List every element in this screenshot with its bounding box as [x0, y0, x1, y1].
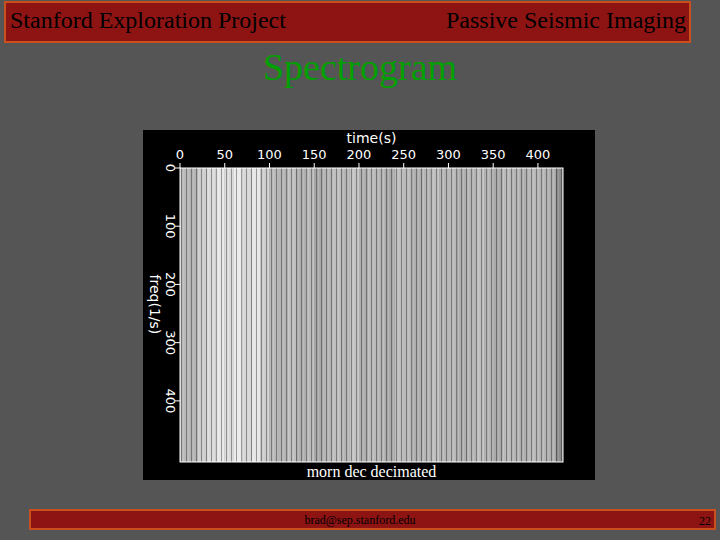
x-tick-label: 0 — [176, 147, 184, 162]
y-tick-label: 200 — [163, 272, 178, 297]
x-tick-label: 350 — [481, 147, 506, 162]
header-right: Passive Seismic Imaging — [446, 7, 686, 33]
y-tick-label: 100 — [163, 214, 178, 239]
x-tick — [314, 163, 315, 168]
header-left: Stanford Exploration Project — [10, 7, 286, 33]
x-tick-label: 100 — [257, 147, 282, 162]
x-tick-label: 400 — [526, 147, 551, 162]
x-tick — [493, 163, 494, 168]
footer-bar — [30, 510, 715, 529]
y-axis-label: freq(1/s) — [147, 275, 163, 335]
x-axis-label: time(s) — [347, 130, 397, 146]
footer-email: brad@sep.stanford.edu — [304, 513, 415, 527]
texture — [180, 168, 563, 462]
x-tick — [537, 163, 538, 168]
y-tick-label: 400 — [163, 388, 178, 413]
x-tick — [403, 163, 404, 168]
background — [0, 0, 720, 540]
heatmap — [180, 168, 563, 462]
x-tick — [358, 163, 359, 168]
caption-bg — [260, 463, 480, 480]
y-tick-label: 300 — [163, 330, 178, 355]
header-bar — [5, 2, 690, 42]
x-tick-label: 200 — [347, 147, 372, 162]
slide-title: Spectrogram — [263, 46, 457, 88]
x-tick-label: 250 — [391, 147, 416, 162]
x-tick — [180, 163, 181, 168]
plot-frame — [180, 168, 563, 462]
x-tick — [224, 163, 225, 168]
chart-caption: morn dec decimated — [307, 463, 437, 480]
plot-background — [180, 168, 563, 462]
x-tick — [448, 163, 449, 168]
x-tick-label: 150 — [302, 147, 327, 162]
x-tick — [269, 163, 270, 168]
x-tick-label: 50 — [216, 147, 233, 162]
image-frame — [143, 130, 595, 480]
slide: Stanford Exploration Project Passive Seis… — [0, 0, 720, 540]
page-number: 22 — [699, 514, 711, 528]
x-tick-label: 300 — [436, 147, 461, 162]
y-tick-label: 0 — [163, 164, 178, 172]
